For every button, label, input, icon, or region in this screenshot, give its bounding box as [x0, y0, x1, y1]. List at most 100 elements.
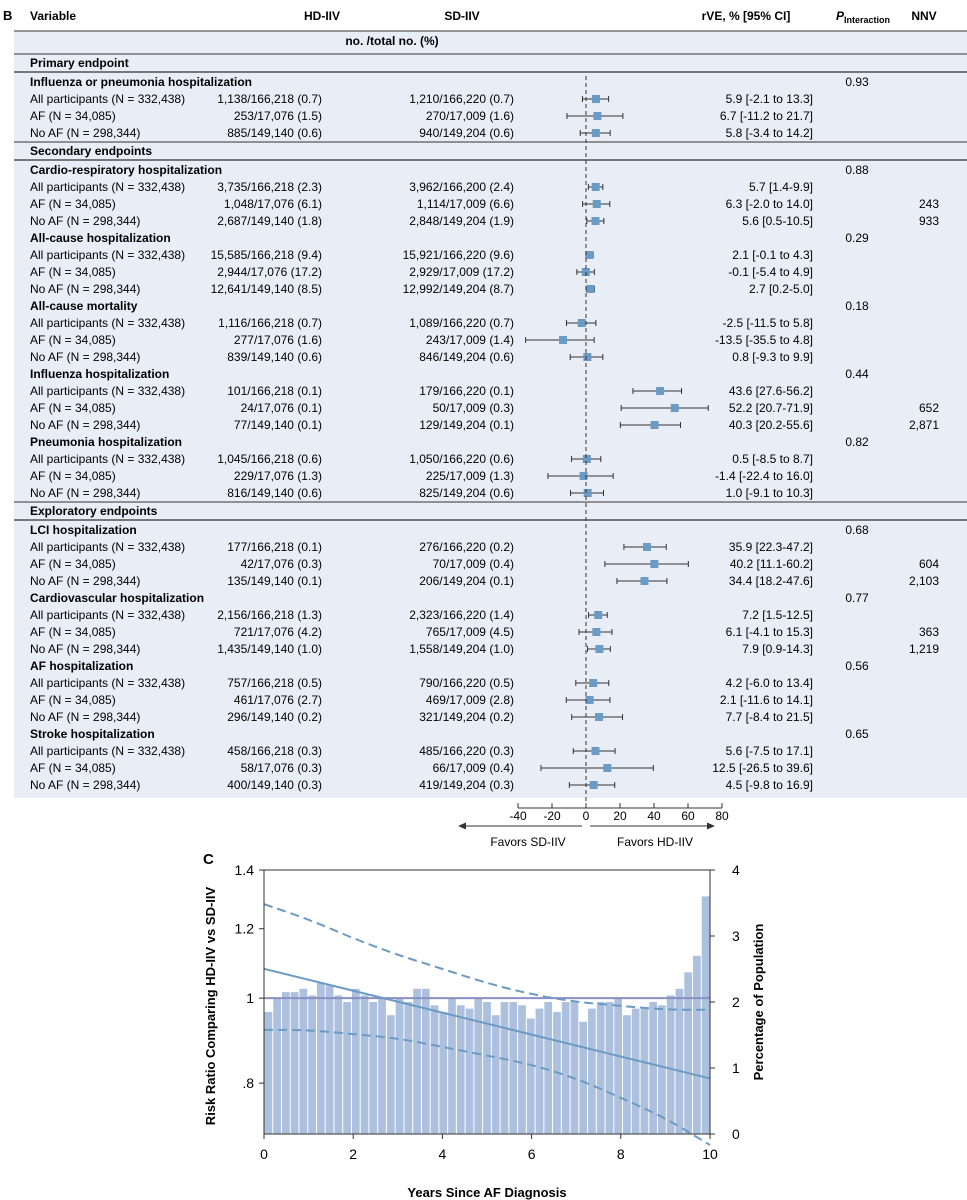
row-hd: 1,048/17,076 (6.1) [224, 197, 322, 211]
row-nnv: 652 [919, 401, 939, 415]
row-sd: 2,929/17,009 (17.2) [409, 265, 514, 279]
estimate-marker [589, 781, 598, 789]
row-ci: 1.0 [-9.1 to 10.3] [726, 486, 813, 500]
percentage-bar [483, 1002, 491, 1134]
percentage-bar [369, 1002, 378, 1134]
estimate-marker [585, 251, 594, 259]
row-ci: 6.3 [-2.0 to 14.0] [726, 197, 813, 211]
endpoint-title: Influenza hospitalization [30, 367, 169, 381]
row-ci: 5.9 [-2.1 to 13.3] [726, 92, 813, 106]
row-label: AF (N = 34,085) [30, 469, 116, 483]
percentage-bar [378, 998, 386, 1134]
panel-label: C [203, 851, 214, 868]
estimate-marker [577, 319, 586, 327]
row-hd: 229/17,076 (1.3) [234, 469, 322, 483]
percentage-bar [465, 1008, 474, 1134]
percentage-bar [439, 1011, 448, 1134]
row-sd: 276/166,220 (0.2) [419, 540, 514, 554]
estimate-marker [670, 404, 679, 412]
row-ci: 5.7 [1.4-9.9] [749, 180, 813, 194]
percentage-bar [579, 1021, 588, 1134]
row-sd: 1,210/166,220 (0.7) [409, 92, 514, 106]
row-label: No AF (N = 298,344) [30, 282, 140, 296]
row-label: AF (N = 34,085) [30, 265, 116, 279]
x-tick-label: 6 [528, 1146, 536, 1162]
percentage-bar [518, 1005, 526, 1134]
estimate-marker [586, 285, 595, 293]
row-sd: 66/17,009 (0.4) [433, 761, 514, 775]
row-ci: 40.3 [20.2-55.6] [729, 418, 813, 432]
row-label: No AF (N = 298,344) [30, 778, 140, 792]
row-sd: 50/17,009 (0.3) [433, 401, 514, 415]
row-ci: 35.9 [22.3-47.2] [729, 540, 813, 554]
row-hd: 101/166,218 (0.1) [227, 384, 322, 398]
percentage-bar [693, 955, 701, 1134]
row-sd: 206/149,204 (0.1) [419, 574, 514, 588]
y-axis-label: Risk Ratio Comparing HD-IIV vs SD-IIV [203, 886, 218, 1125]
axis-tick-label: 40 [647, 809, 661, 823]
row-label: All participants (N = 332,438) [30, 248, 185, 262]
percentage-bar [386, 1015, 395, 1134]
estimate-marker [593, 112, 602, 120]
endpoint-title: All-cause hospitalization [30, 231, 171, 245]
row-ci: 7.9 [0.9-14.3] [742, 642, 813, 656]
row-label: All participants (N = 332,438) [30, 180, 185, 194]
row-hd: 461/17,076 (2.7) [234, 693, 322, 707]
estimate-marker [656, 387, 665, 395]
row-sd: 12,992/149,204 (8.7) [403, 282, 514, 296]
favors-right-label: Favors HD-IIV [617, 835, 693, 849]
percentage-bar [413, 988, 421, 1134]
y-tick-label: .8 [242, 1075, 254, 1091]
y2-tick-label: 3 [732, 928, 740, 944]
forest-plot: B Variable HD-IIV SD-IIV rVE, % [95% CI] PInt… [3, 8, 967, 849]
row-sd: 825/149,204 (0.6) [419, 486, 514, 500]
row-ci: 12.5 [-26.5 to 39.6] [712, 761, 813, 775]
percentage-bar [351, 988, 360, 1134]
p-interaction: 0.56 [845, 659, 869, 673]
estimate-marker [595, 645, 604, 653]
endpoint-title: Cardio-respiratory hospitalization [30, 163, 222, 177]
row-label: All participants (N = 332,438) [30, 384, 185, 398]
row-sd: 129/149,204 (0.1) [419, 418, 514, 432]
estimate-marker [559, 336, 568, 344]
p-interaction: 0.44 [845, 367, 869, 381]
row-sd: 1,050/166,220 (0.6) [409, 452, 514, 466]
percentage-bar [623, 1015, 631, 1134]
row-sd: 179/166,220 (0.1) [419, 384, 514, 398]
endpoint-title: Influenza or pneumonia hospitalization [30, 75, 252, 89]
y2-tick-label: 1 [732, 1060, 740, 1076]
row-ci: 4.5 [-9.8 to 16.9] [726, 778, 813, 792]
panel-label: B [3, 8, 12, 23]
axis-tick-label: 80 [715, 809, 729, 823]
row-ci: -0.1 [-5.4 to 4.9] [728, 265, 813, 279]
favors-left-label: Favors SD-IIV [490, 835, 565, 849]
percentage-bar [649, 1002, 658, 1134]
estimate-marker [582, 455, 591, 463]
percentage-bar [273, 998, 281, 1134]
x-tick-label: 4 [439, 1146, 447, 1162]
row-label: No AF (N = 298,344) [30, 126, 140, 140]
x-tick-label: 10 [702, 1146, 718, 1162]
estimate-marker [595, 713, 604, 721]
percentage-bar [544, 1002, 553, 1134]
percentage-bar [281, 992, 290, 1134]
percentage-bar [561, 1002, 570, 1134]
table-background [14, 31, 967, 798]
estimate-marker [592, 95, 601, 103]
axis-tick-label: -20 [543, 809, 561, 823]
row-label: No AF (N = 298,344) [30, 574, 140, 588]
y2-tick-label: 2 [732, 994, 740, 1010]
p-interaction: 0.88 [845, 163, 869, 177]
endpoint-title: All-cause mortality [30, 299, 138, 313]
y-tick-label: 1.2 [235, 921, 255, 937]
axis-tick-label: 20 [613, 809, 627, 823]
row-hd: 1,435/149,140 (1.0) [217, 642, 322, 656]
row-hd: 1,116/166,218 (0.7) [218, 316, 322, 330]
percentage-bar [308, 995, 316, 1134]
row-hd: 2,156/166,218 (1.3) [217, 608, 322, 622]
row-sd: 765/17,009 (4.5) [426, 625, 514, 639]
percentage-bar [491, 1015, 500, 1134]
row-hd: 885/149,140 (0.6) [227, 126, 322, 140]
y-tick-label: 1.4 [235, 862, 255, 878]
row-sd: 3,962/166,200 (2.4) [409, 180, 514, 194]
